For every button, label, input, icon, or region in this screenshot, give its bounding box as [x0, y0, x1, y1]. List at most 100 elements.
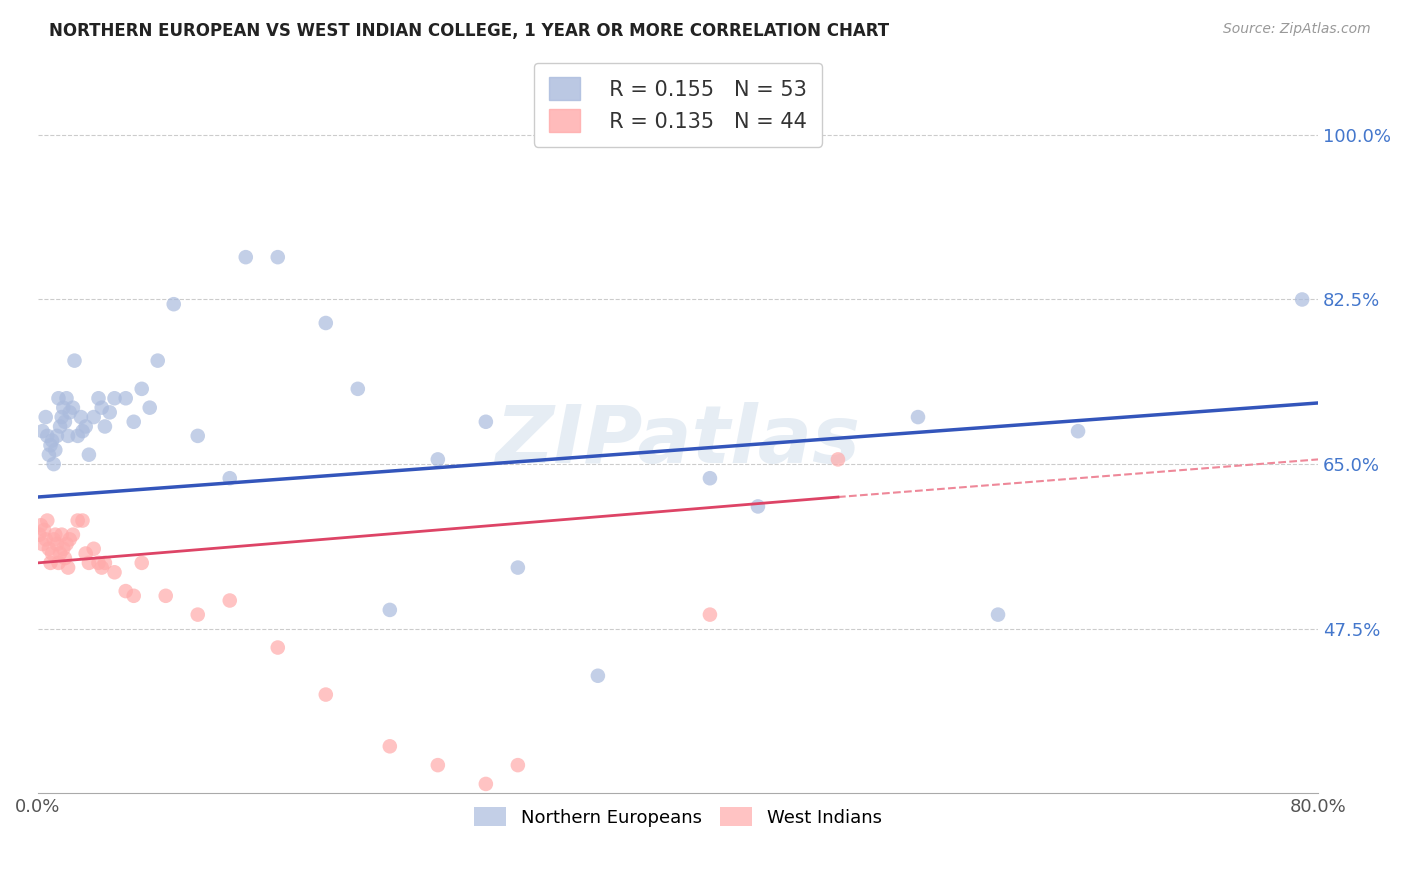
West Indians [53, 551, 76, 566]
Northern Europeans [75, 419, 97, 434]
Northern Europeans [90, 401, 112, 415]
Northern Europeans [37, 429, 59, 443]
Northern Europeans [122, 415, 145, 429]
Northern Europeans [114, 391, 136, 405]
West Indians [51, 527, 73, 541]
Northern Europeans [62, 401, 84, 415]
Northern Europeans [59, 405, 82, 419]
Northern Europeans [131, 382, 153, 396]
Northern Europeans [163, 297, 186, 311]
West Indians [187, 607, 209, 622]
Northern Europeans [48, 391, 70, 405]
Northern Europeans [45, 429, 67, 443]
West Indians [155, 589, 177, 603]
Northern Europeans [586, 669, 609, 683]
West Indians [41, 546, 63, 560]
Northern Europeans [77, 448, 100, 462]
West Indians [699, 607, 721, 622]
West Indians [37, 514, 59, 528]
West Indians [83, 541, 105, 556]
West Indians [94, 556, 117, 570]
Northern Europeans [52, 401, 75, 415]
West Indians [267, 640, 290, 655]
Northern Europeans [72, 424, 94, 438]
West Indians [59, 533, 82, 547]
Northern Europeans [44, 442, 66, 457]
Northern Europeans [1067, 424, 1090, 438]
West Indians [114, 584, 136, 599]
Northern Europeans [475, 415, 498, 429]
Northern Europeans [49, 419, 72, 434]
West Indians [827, 452, 849, 467]
West Indians [475, 777, 498, 791]
West Indians [30, 518, 52, 533]
Northern Europeans [187, 429, 209, 443]
Northern Europeans [987, 607, 1010, 622]
West Indians [45, 537, 67, 551]
West Indians [62, 527, 84, 541]
Northern Europeans [39, 438, 62, 452]
West Indians [66, 514, 89, 528]
West Indians [103, 566, 125, 580]
Northern Europeans [83, 410, 105, 425]
Text: NORTHERN EUROPEAN VS WEST INDIAN COLLEGE, 1 YEAR OR MORE CORRELATION CHART: NORTHERN EUROPEAN VS WEST INDIAN COLLEGE… [49, 22, 890, 40]
Northern Europeans [103, 391, 125, 405]
West Indians [506, 758, 529, 772]
Northern Europeans [41, 434, 63, 448]
Northern Europeans [907, 410, 929, 425]
West Indians [56, 560, 79, 574]
Northern Europeans [315, 316, 337, 330]
West Indians [87, 556, 110, 570]
Northern Europeans [66, 429, 89, 443]
Northern Europeans [426, 452, 449, 467]
West Indians [218, 593, 240, 607]
Northern Europeans [218, 471, 240, 485]
Northern Europeans [70, 410, 93, 425]
Northern Europeans [138, 401, 160, 415]
Northern Europeans [42, 457, 65, 471]
West Indians [122, 589, 145, 603]
West Indians [55, 537, 77, 551]
Northern Europeans [94, 419, 117, 434]
Northern Europeans [31, 424, 53, 438]
Northern Europeans [34, 410, 56, 425]
Text: Source: ZipAtlas.com: Source: ZipAtlas.com [1223, 22, 1371, 37]
West Indians [44, 527, 66, 541]
West Indians [28, 527, 51, 541]
Northern Europeans [747, 500, 769, 514]
West Indians [72, 514, 94, 528]
Northern Europeans [98, 405, 121, 419]
West Indians [77, 556, 100, 570]
Northern Europeans [87, 391, 110, 405]
West Indians [426, 758, 449, 772]
West Indians [48, 556, 70, 570]
Northern Europeans [699, 471, 721, 485]
Northern Europeans [1291, 293, 1313, 307]
Northern Europeans [56, 429, 79, 443]
Text: ZIPatlas: ZIPatlas [495, 402, 860, 480]
Northern Europeans [235, 250, 257, 264]
Northern Europeans [53, 415, 76, 429]
West Indians [42, 533, 65, 547]
West Indians [31, 537, 53, 551]
Northern Europeans [146, 353, 169, 368]
Northern Europeans [506, 560, 529, 574]
Northern Europeans [267, 250, 290, 264]
Northern Europeans [63, 353, 86, 368]
West Indians [315, 688, 337, 702]
West Indians [32, 523, 55, 537]
Northern Europeans [346, 382, 368, 396]
West Indians [378, 739, 401, 754]
Northern Europeans [51, 410, 73, 425]
Legend: Northern Europeans, West Indians: Northern Europeans, West Indians [465, 798, 891, 836]
West Indians [75, 546, 97, 560]
West Indians [38, 541, 60, 556]
Northern Europeans [378, 603, 401, 617]
Northern Europeans [38, 448, 60, 462]
West Indians [52, 541, 75, 556]
West Indians [39, 556, 62, 570]
West Indians [90, 560, 112, 574]
West Indians [34, 533, 56, 547]
West Indians [49, 546, 72, 560]
Northern Europeans [55, 391, 77, 405]
